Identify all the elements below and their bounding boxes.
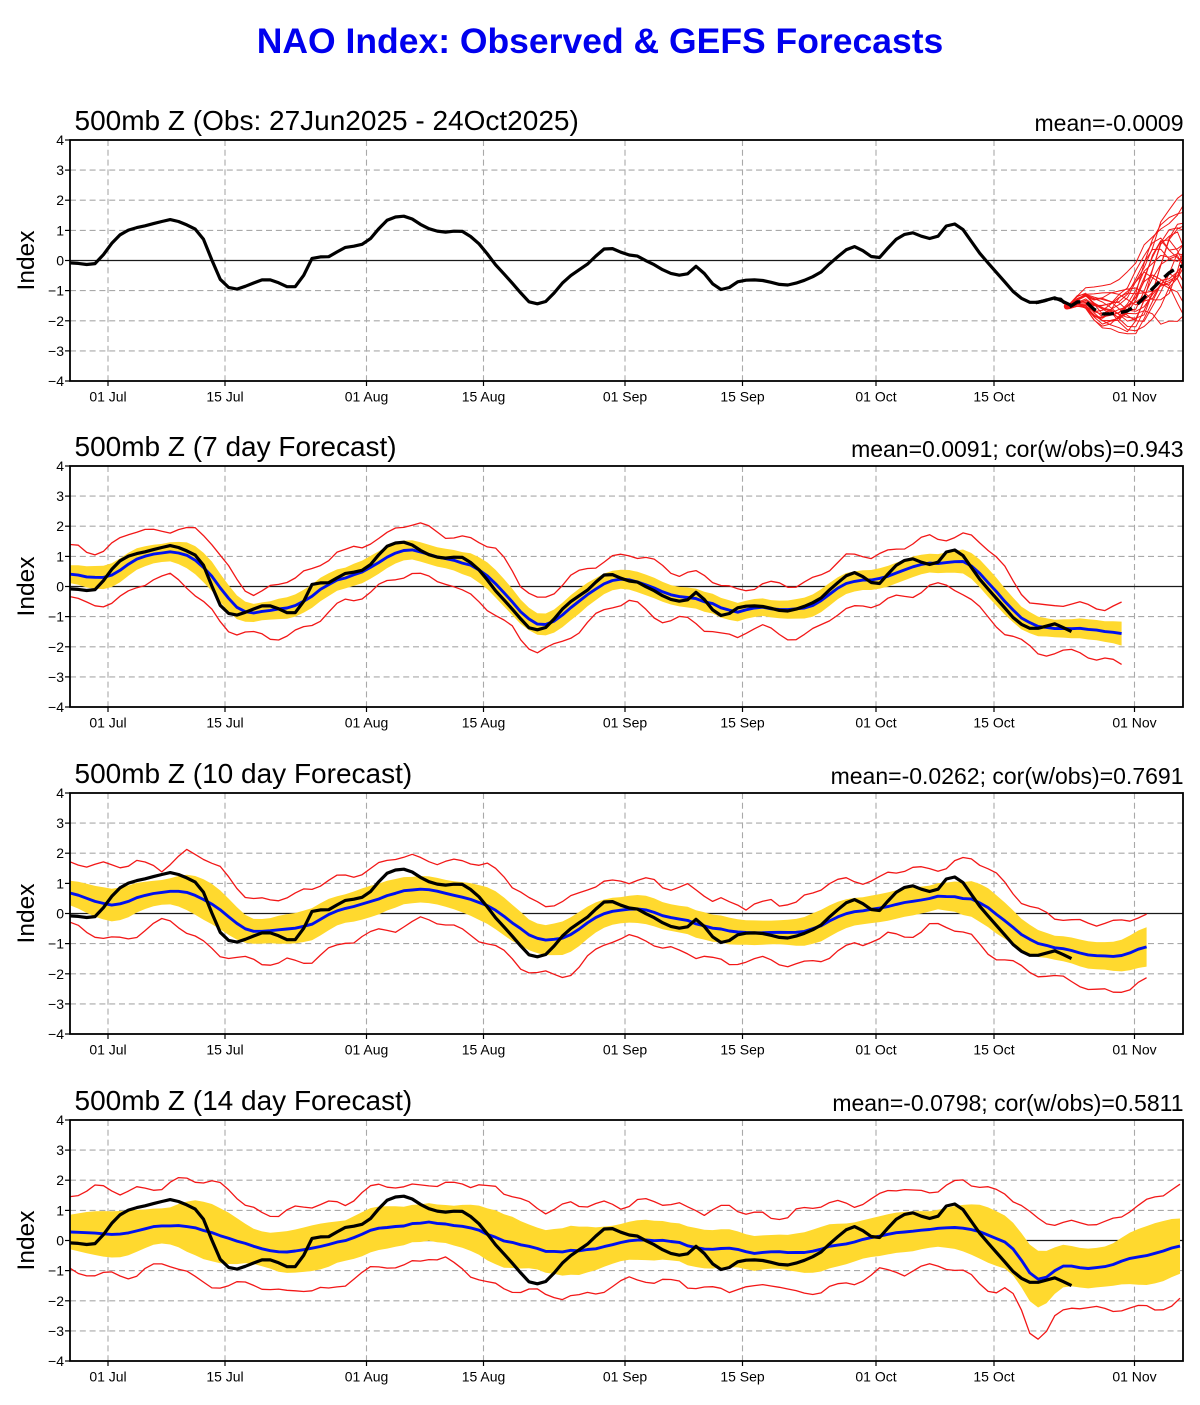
svg-text:15 Sep: 15 Sep [720, 715, 765, 731]
svg-text:−3: −3 [48, 996, 64, 1012]
svg-text:15 Oct: 15 Oct [973, 1042, 1014, 1058]
svg-text:4: 4 [56, 785, 64, 801]
svg-text:15 Sep: 15 Sep [720, 1042, 765, 1058]
svg-text:15 Sep: 15 Sep [720, 389, 765, 405]
svg-text:15 Aug: 15 Aug [462, 389, 506, 405]
svg-text:−4: −4 [48, 1353, 64, 1369]
svg-text:mean=-0.0262; cor(w/obs)=0.769: mean=-0.0262; cor(w/obs)=0.7691 [831, 763, 1184, 789]
svg-text:15 Jul: 15 Jul [206, 715, 243, 731]
svg-text:mean=-0.0009: mean=-0.0009 [1035, 110, 1184, 136]
svg-text:15 Aug: 15 Aug [462, 715, 506, 731]
svg-text:01 Oct: 01 Oct [855, 389, 896, 405]
svg-text:1: 1 [56, 548, 64, 564]
svg-text:4: 4 [56, 132, 64, 148]
svg-text:−3: −3 [48, 1323, 64, 1339]
svg-text:0: 0 [56, 906, 64, 922]
svg-text:01 Nov: 01 Nov [1112, 1369, 1156, 1385]
svg-text:01 Aug: 01 Aug [345, 389, 389, 405]
svg-text:−2: −2 [48, 639, 64, 655]
svg-text:01 Jul: 01 Jul [89, 1042, 126, 1058]
svg-text:−1: −1 [48, 283, 64, 299]
svg-text:01 Sep: 01 Sep [603, 389, 648, 405]
svg-text:01 Aug: 01 Aug [345, 1369, 389, 1385]
svg-text:01 Jul: 01 Jul [89, 389, 126, 405]
svg-text:3: 3 [56, 488, 64, 504]
svg-text:4: 4 [56, 1112, 64, 1128]
svg-text:15 Oct: 15 Oct [973, 715, 1014, 731]
svg-text:01 Nov: 01 Nov [1112, 389, 1156, 405]
svg-text:01 Jul: 01 Jul [89, 715, 126, 731]
svg-text:500mb Z (14 day Forecast): 500mb Z (14 day Forecast) [75, 1085, 413, 1116]
svg-text:−4: −4 [48, 699, 64, 715]
svg-text:mean=-0.0798; cor(w/obs)=0.581: mean=-0.0798; cor(w/obs)=0.5811 [832, 1090, 1183, 1116]
svg-text:1: 1 [56, 222, 64, 238]
svg-text:−4: −4 [48, 373, 64, 389]
svg-text:500mb Z (7 day Forecast): 500mb Z (7 day Forecast) [75, 431, 397, 462]
svg-text:−3: −3 [48, 343, 64, 359]
svg-text:1: 1 [56, 875, 64, 891]
svg-text:15 Aug: 15 Aug [462, 1042, 506, 1058]
svg-text:4: 4 [56, 458, 64, 474]
svg-text:01 Sep: 01 Sep [603, 1369, 648, 1385]
svg-text:15 Aug: 15 Aug [462, 1369, 506, 1385]
svg-text:−3: −3 [48, 669, 64, 685]
svg-text:15 Jul: 15 Jul [206, 389, 243, 405]
svg-text:2: 2 [56, 192, 64, 208]
svg-text:01 Sep: 01 Sep [603, 715, 648, 731]
svg-text:15 Jul: 15 Jul [206, 1369, 243, 1385]
svg-text:2: 2 [56, 845, 64, 861]
svg-text:01 Oct: 01 Oct [855, 1042, 896, 1058]
svg-text:15 Jul: 15 Jul [206, 1042, 243, 1058]
svg-text:2: 2 [56, 1172, 64, 1188]
svg-text:500mb Z (Obs: 27Jun2025 - 24Oc: 500mb Z (Obs: 27Jun2025 - 24Oct2025) [75, 105, 579, 136]
svg-text:Index: Index [13, 1211, 40, 1271]
svg-text:Index: Index [13, 231, 40, 291]
svg-text:01 Aug: 01 Aug [345, 1042, 389, 1058]
svg-text:01 Jul: 01 Jul [89, 1369, 126, 1385]
svg-text:0: 0 [56, 253, 64, 269]
svg-text:15 Oct: 15 Oct [973, 1369, 1014, 1385]
svg-text:−1: −1 [48, 936, 64, 952]
svg-text:15 Oct: 15 Oct [973, 389, 1014, 405]
svg-text:Index: Index [13, 557, 40, 617]
svg-text:0: 0 [56, 1233, 64, 1249]
svg-text:01 Nov: 01 Nov [1112, 715, 1156, 731]
svg-text:1: 1 [56, 1202, 64, 1218]
svg-text:2: 2 [56, 518, 64, 534]
svg-text:mean=0.0091; cor(w/obs)=0.943: mean=0.0091; cor(w/obs)=0.943 [851, 436, 1183, 462]
svg-text:−2: −2 [48, 966, 64, 982]
svg-text:01 Sep: 01 Sep [603, 1042, 648, 1058]
svg-text:−4: −4 [48, 1026, 64, 1042]
svg-text:01 Nov: 01 Nov [1112, 1042, 1156, 1058]
svg-text:Index: Index [13, 884, 40, 944]
svg-text:3: 3 [56, 1142, 64, 1158]
svg-text:3: 3 [56, 815, 64, 831]
svg-text:01 Oct: 01 Oct [855, 715, 896, 731]
svg-text:−1: −1 [48, 1263, 64, 1279]
svg-text:NAO Index: Observed & GEFS For: NAO Index: Observed & GEFS Forecasts [257, 21, 944, 61]
svg-text:−1: −1 [48, 609, 64, 625]
svg-text:0: 0 [56, 579, 64, 595]
svg-text:−2: −2 [48, 313, 64, 329]
svg-text:01 Aug: 01 Aug [345, 715, 389, 731]
svg-text:01 Oct: 01 Oct [855, 1369, 896, 1385]
svg-text:15 Sep: 15 Sep [720, 1369, 765, 1385]
svg-text:3: 3 [56, 162, 64, 178]
svg-text:−2: −2 [48, 1293, 64, 1309]
svg-text:500mb Z (10 day Forecast): 500mb Z (10 day Forecast) [75, 758, 413, 789]
